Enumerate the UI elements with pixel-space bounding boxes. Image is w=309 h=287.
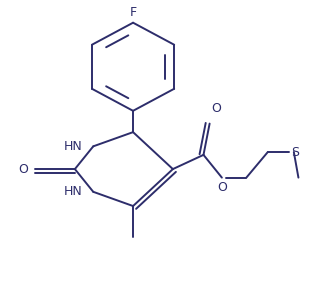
Text: O: O (18, 162, 28, 176)
Text: O: O (211, 102, 221, 115)
Text: HN: HN (64, 140, 83, 153)
Text: O: O (217, 181, 227, 194)
Text: S: S (291, 146, 299, 158)
Text: F: F (129, 6, 137, 19)
Text: HN: HN (64, 185, 83, 198)
